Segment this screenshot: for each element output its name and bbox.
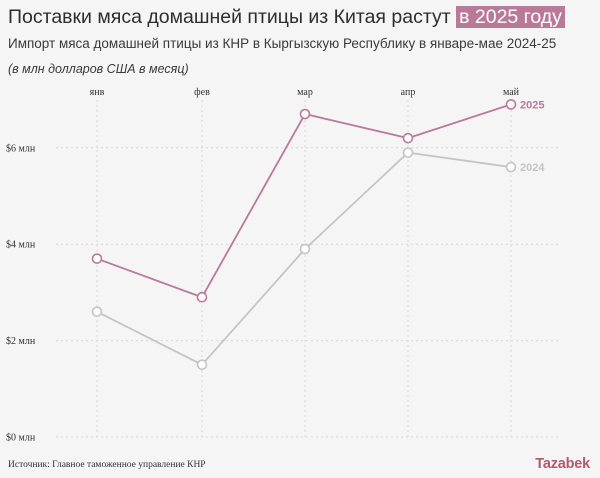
x-tick-label: фев bbox=[194, 87, 210, 98]
data-point-2024 bbox=[402, 147, 414, 158]
data-point-2024 bbox=[505, 161, 517, 173]
data-point-2025 bbox=[505, 99, 517, 110]
series-label-2025: 2025 bbox=[520, 99, 544, 111]
data-point-2024 bbox=[196, 359, 208, 371]
title-highlight: в 2025 году bbox=[456, 6, 565, 28]
y-tick-label: $6 млн bbox=[6, 143, 36, 154]
units-note: (в млн долларов США в месяц) bbox=[8, 62, 189, 76]
title-main: Поставки мяса домашней птицы из Китая ра… bbox=[8, 6, 451, 28]
chart-title: Поставки мяса домашней птицы из Китая ра… bbox=[8, 6, 565, 29]
y-tick-label: $4 млн bbox=[6, 240, 36, 251]
data-point-2024 bbox=[299, 243, 311, 255]
y-tick-label: $0 млн bbox=[6, 433, 36, 444]
y-tick-label: $2 млн bbox=[6, 336, 36, 347]
brand-logo: Tazabek bbox=[535, 456, 590, 472]
data-point-2025 bbox=[402, 132, 414, 144]
chart-subtitle: Импорт мяса домашней птицы из КНР в Кырг… bbox=[8, 36, 557, 51]
data-point-2024 bbox=[91, 306, 103, 317]
data-point-2025 bbox=[299, 108, 311, 120]
x-tick-label: апр bbox=[401, 87, 416, 98]
series-label-2024: 2024 bbox=[520, 162, 545, 174]
series-line-2024 bbox=[96, 151, 512, 366]
series-line-2025 bbox=[96, 103, 512, 299]
source-note: Источник: Главное таможенное управление … bbox=[8, 460, 206, 470]
x-tick-label: май bbox=[503, 87, 520, 98]
data-point-2025 bbox=[91, 253, 103, 264]
x-tick-label: янв bbox=[90, 87, 105, 98]
x-tick-label: мар bbox=[297, 87, 313, 98]
data-point-2025 bbox=[196, 291, 208, 303]
